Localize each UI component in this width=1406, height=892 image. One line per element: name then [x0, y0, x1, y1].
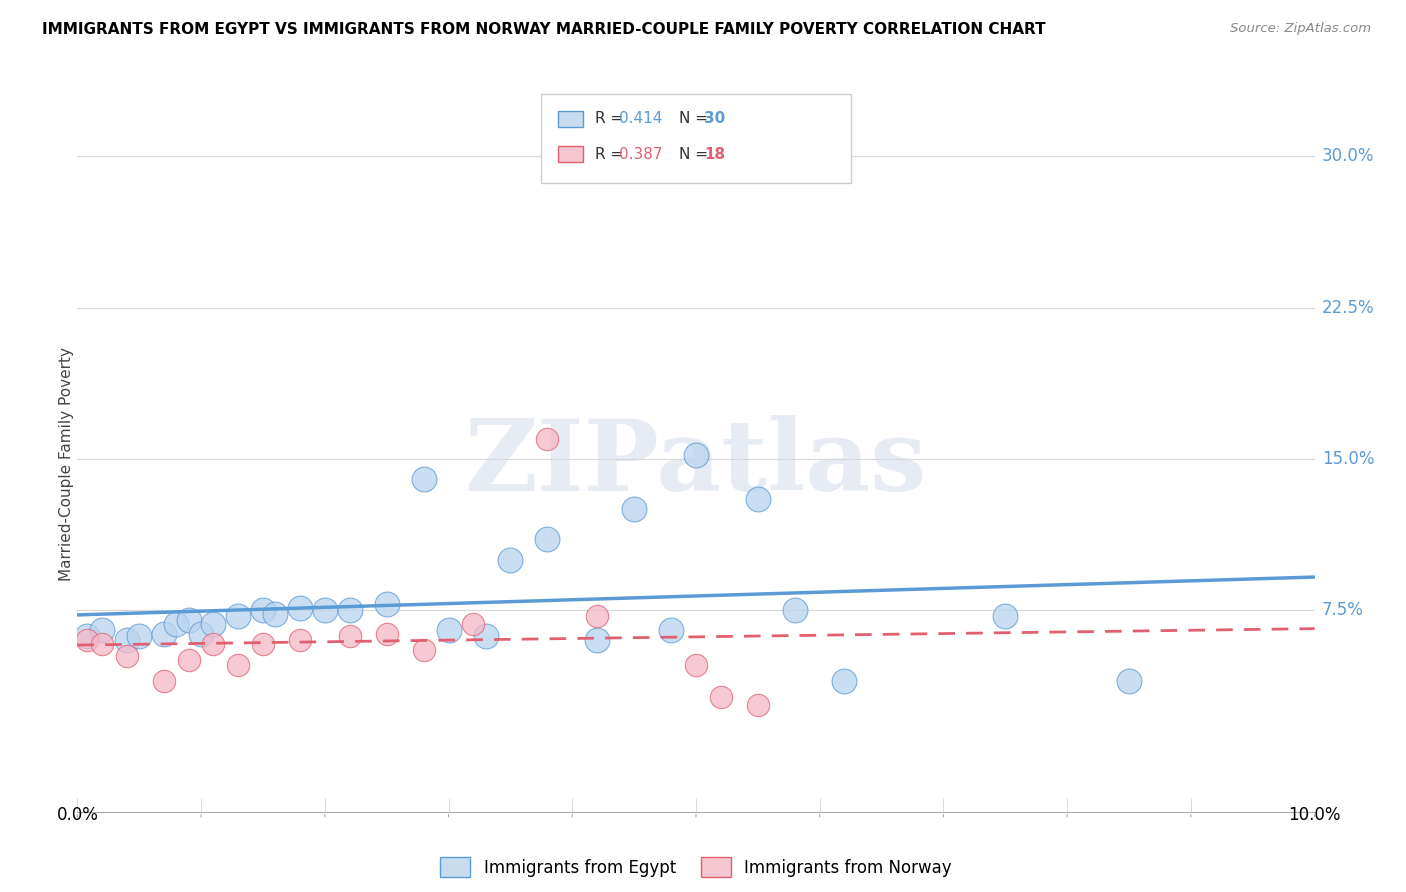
Text: IMMIGRANTS FROM EGYPT VS IMMIGRANTS FROM NORWAY MARRIED-COUPLE FAMILY POVERTY CO: IMMIGRANTS FROM EGYPT VS IMMIGRANTS FROM…	[42, 22, 1046, 37]
Point	[499, 552, 522, 566]
Point	[190, 627, 212, 641]
Point	[474, 629, 496, 643]
Text: 15.0%: 15.0%	[1322, 450, 1374, 467]
Point	[783, 603, 806, 617]
Point	[226, 657, 249, 672]
Text: 0.387: 0.387	[619, 147, 662, 161]
Point	[91, 637, 114, 651]
Text: 22.5%: 22.5%	[1322, 299, 1374, 317]
Y-axis label: Married-Couple Family Poverty: Married-Couple Family Poverty	[59, 347, 73, 581]
Point	[177, 613, 200, 627]
Text: N =: N =	[679, 112, 713, 126]
Point	[536, 533, 558, 547]
Point	[226, 609, 249, 624]
Point	[747, 492, 769, 507]
Point	[463, 617, 485, 632]
Text: N =: N =	[679, 147, 713, 161]
Point	[339, 603, 361, 617]
Point	[586, 609, 609, 624]
Point	[659, 624, 682, 638]
Point	[153, 673, 176, 688]
Text: 0.0%: 0.0%	[56, 805, 98, 823]
Text: 18: 18	[704, 147, 725, 161]
Point	[437, 624, 460, 638]
Text: 7.5%: 7.5%	[1322, 601, 1364, 619]
Point	[1118, 673, 1140, 688]
Legend: Immigrants from Egypt, Immigrants from Norway: Immigrants from Egypt, Immigrants from N…	[433, 851, 959, 883]
Text: ZIPatlas: ZIPatlas	[465, 416, 927, 512]
Point	[994, 609, 1017, 624]
Point	[264, 607, 287, 621]
Point	[412, 643, 434, 657]
Text: Source: ZipAtlas.com: Source: ZipAtlas.com	[1230, 22, 1371, 36]
Point	[202, 637, 225, 651]
Point	[252, 603, 274, 617]
Point	[128, 629, 150, 643]
Text: 0.414: 0.414	[619, 112, 662, 126]
Point	[834, 673, 856, 688]
Text: R =: R =	[595, 147, 628, 161]
Point	[314, 603, 336, 617]
Point	[91, 624, 114, 638]
Point	[685, 657, 707, 672]
Point	[202, 617, 225, 632]
Point	[685, 448, 707, 462]
Point	[252, 637, 274, 651]
Point	[586, 633, 609, 648]
Point	[375, 597, 398, 611]
Point	[76, 633, 98, 648]
Point	[288, 633, 311, 648]
Point	[412, 472, 434, 486]
Point	[536, 432, 558, 446]
Point	[115, 649, 138, 664]
Point	[165, 617, 187, 632]
Point	[76, 629, 98, 643]
Point	[177, 653, 200, 667]
Point	[747, 698, 769, 712]
Point	[288, 601, 311, 615]
Text: 30.0%: 30.0%	[1322, 147, 1374, 165]
Text: 30: 30	[704, 112, 725, 126]
Point	[710, 690, 733, 704]
Point	[115, 633, 138, 648]
Point	[623, 502, 645, 516]
Point	[153, 627, 176, 641]
Point	[339, 629, 361, 643]
Text: 10.0%: 10.0%	[1288, 805, 1341, 823]
Text: R =: R =	[595, 112, 628, 126]
Point	[375, 627, 398, 641]
